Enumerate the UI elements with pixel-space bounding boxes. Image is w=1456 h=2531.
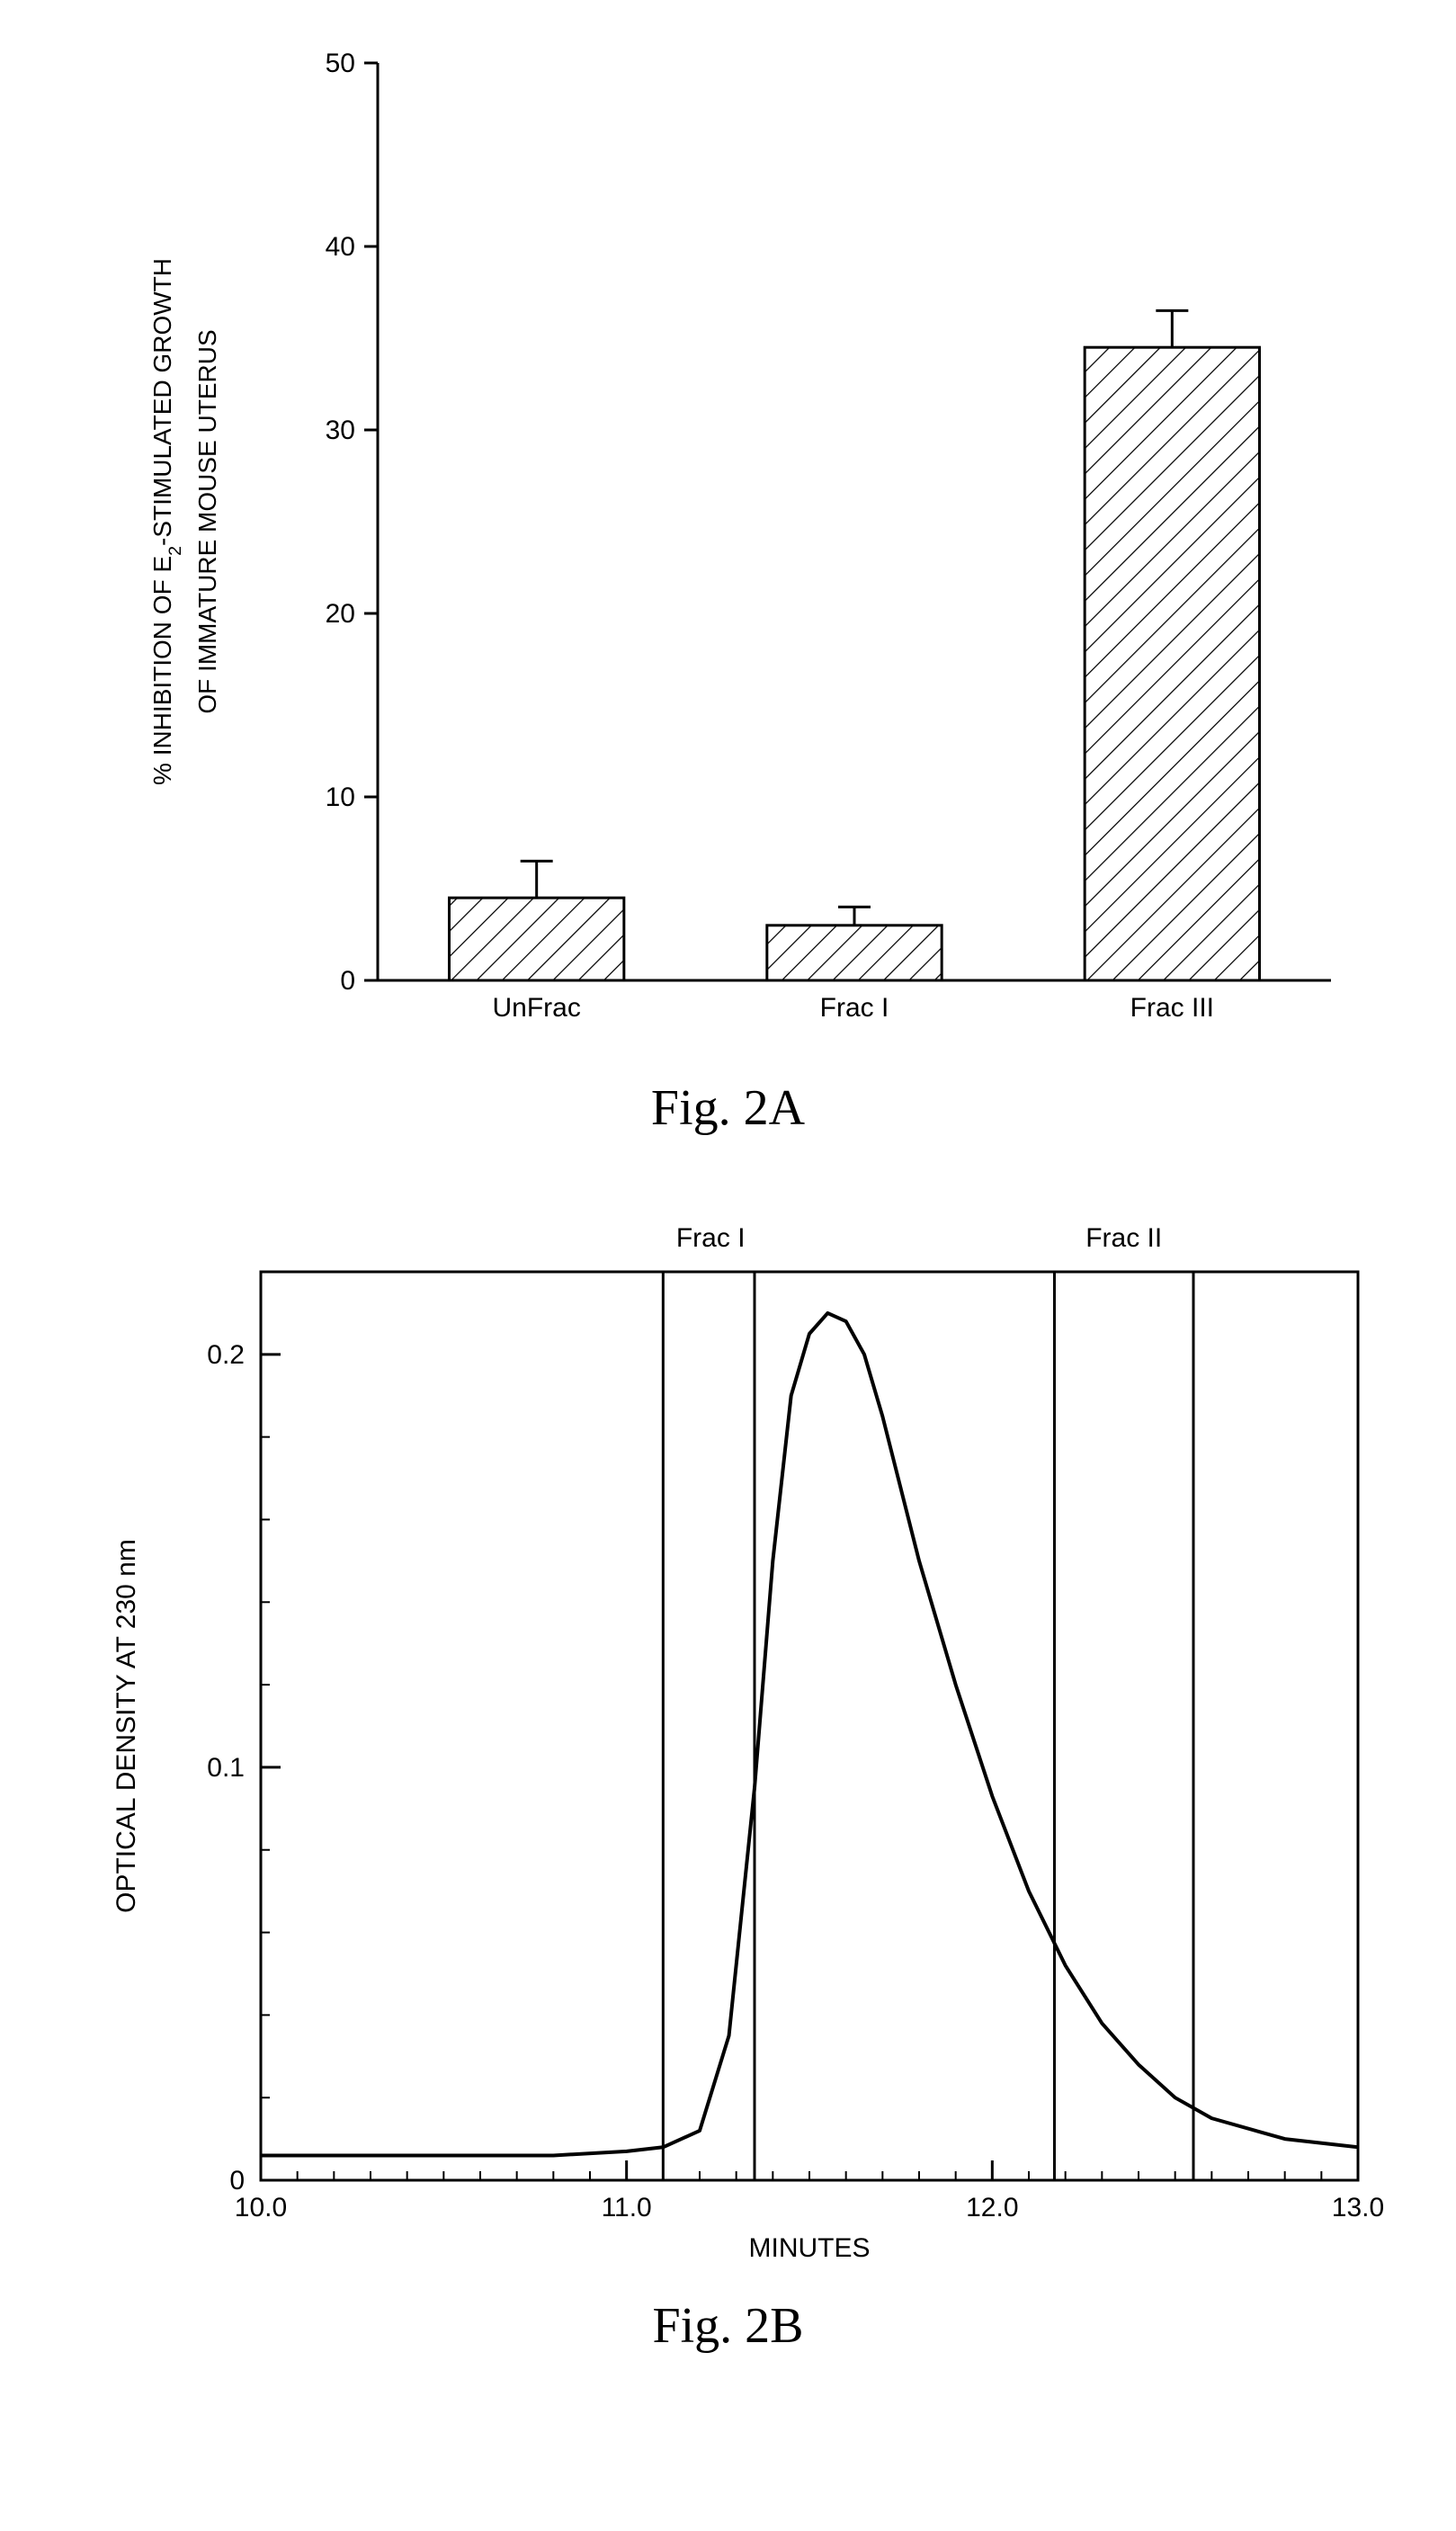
y-label-line2: OF IMMATURE MOUSE UTERUS xyxy=(193,329,221,713)
y-tick-label: 10 xyxy=(326,783,355,812)
y-tick-label: 40 xyxy=(326,232,355,262)
x-tick-label: 12.0 xyxy=(966,2193,1018,2222)
caption-2a: Fig. 2A xyxy=(72,1079,1384,1137)
y-tick-label: 0 xyxy=(340,966,355,996)
figure-2a: 0 10 20 30 40 50 UnFrac Frac I Frac III OF IMMATU… xyxy=(72,36,1384,1137)
region-label: Frac I xyxy=(676,1223,746,1253)
x-label: MINUTES xyxy=(749,2233,871,2263)
bar xyxy=(767,926,942,980)
y-tick-label: 0 xyxy=(229,2166,245,2196)
y-tick-label: 0.2 xyxy=(207,1340,245,1370)
x-tick-label: 10.0 xyxy=(235,2193,287,2222)
y-label: OPTICAL DENSITY AT 230 nm xyxy=(112,1539,141,1913)
x-tick-label: 11.0 xyxy=(602,2193,652,2222)
y-label-line1: % INHIBITION OF E2-STIMULATED GROWTH xyxy=(148,258,185,785)
x-tick-label: 13.0 xyxy=(1332,2193,1384,2222)
category-label: Frac III xyxy=(1130,993,1214,1023)
chart-2b: 10.0 11.0 12.0 13.0 MINUTES 0 0.1 0.2 OPTICAL DE… xyxy=(72,1191,1394,2279)
figure-2b: 10.0 11.0 12.0 13.0 MINUTES 0 0.1 0.2 OPTICAL DE… xyxy=(72,1191,1384,2355)
bar xyxy=(450,898,624,980)
y-tick-label: 30 xyxy=(326,416,355,445)
caption-2b: Fig. 2B xyxy=(72,2297,1384,2355)
y-tick-label: 0.1 xyxy=(207,1753,245,1783)
category-label: UnFrac xyxy=(492,993,580,1023)
chart-2a: 0 10 20 30 40 50 UnFrac Frac I Frac III OF IMMATU… xyxy=(72,36,1385,1061)
y-tick-label: 50 xyxy=(326,49,355,78)
category-label: Frac I xyxy=(820,993,889,1023)
region-label: Frac II xyxy=(1085,1223,1162,1253)
bar xyxy=(1085,347,1259,980)
y-tick-label: 20 xyxy=(326,599,355,629)
